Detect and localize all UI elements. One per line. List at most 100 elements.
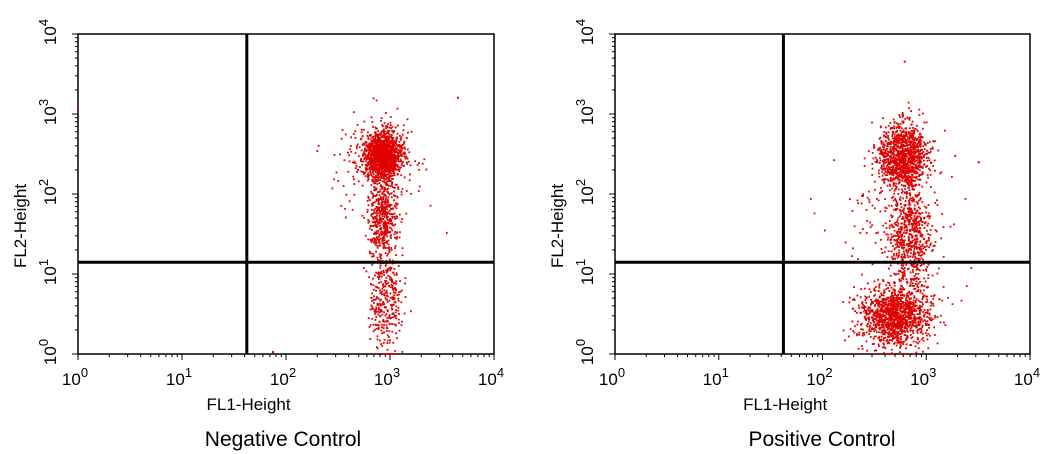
data-point: [897, 330, 900, 333]
data-point: [899, 313, 902, 316]
data-point: [373, 209, 376, 212]
data-point: [886, 148, 888, 150]
data-point: [366, 146, 369, 148]
data-point: [916, 165, 919, 168]
data-point: [892, 295, 895, 297]
data-point: [883, 146, 885, 149]
data-point: [929, 334, 931, 337]
data-point: [898, 164, 901, 167]
data-point: [394, 167, 397, 169]
data-point: [858, 331, 861, 334]
data-point: [882, 326, 885, 329]
data-point: [917, 290, 919, 293]
data-point: [374, 148, 377, 151]
data-point: [904, 152, 906, 155]
data-point: [910, 312, 912, 315]
data-point: [383, 189, 386, 191]
data-point: [372, 218, 375, 221]
data-point: [891, 334, 894, 337]
data-point: [919, 145, 922, 148]
data-point: [369, 156, 372, 159]
data-point: [888, 167, 891, 170]
data-point: [891, 172, 894, 175]
data-point: [375, 250, 377, 253]
data-point: [349, 148, 351, 151]
data-point: [365, 160, 367, 163]
data-point: [905, 326, 907, 329]
data-point: [914, 305, 916, 308]
data-point: [879, 312, 882, 315]
data-point: [398, 170, 400, 172]
data-point: [384, 281, 387, 284]
data-point: [892, 332, 894, 334]
data-point: [886, 305, 889, 308]
data-point: [887, 296, 889, 299]
data-point: [918, 108, 921, 111]
data-point: [905, 181, 908, 183]
data-point: [367, 131, 369, 134]
data-point: [932, 302, 934, 305]
data-point: [351, 208, 354, 211]
data-point: [887, 134, 889, 137]
data-point: [885, 309, 888, 312]
data-point: [377, 222, 379, 225]
data-point: [900, 294, 902, 297]
data-point: [904, 177, 907, 180]
data-point: [934, 334, 936, 336]
data-point: [391, 147, 394, 150]
data-point: [909, 306, 912, 308]
data-point: [910, 150, 912, 152]
data-point: [382, 167, 385, 170]
data-point: [392, 136, 395, 139]
data-point: [909, 334, 912, 336]
data-point: [866, 349, 868, 352]
data-point: [337, 180, 339, 182]
data-point: [395, 207, 398, 210]
data-point: [376, 133, 378, 136]
data-point: [388, 153, 390, 155]
data-point: [893, 154, 896, 156]
data-point: [380, 298, 382, 301]
data-point: [399, 231, 401, 234]
data-point: [368, 227, 371, 230]
data-point: [378, 219, 381, 221]
data-point: [388, 166, 390, 169]
data-point: [386, 130, 389, 132]
data-point: [378, 233, 381, 236]
data-point: [378, 209, 380, 212]
data-point: [388, 155, 391, 158]
data-point: [918, 309, 921, 312]
data-point: [895, 126, 898, 129]
data-point: [923, 309, 926, 311]
data-point: [379, 190, 381, 193]
data-point: [383, 331, 385, 334]
data-point: [378, 179, 381, 182]
data-point: [900, 288, 903, 291]
data-point: [901, 325, 904, 327]
data-point: [377, 236, 380, 239]
data-point: [77, 106, 79, 109]
data-point: [373, 138, 375, 140]
data-point: [378, 182, 381, 184]
data-point: [892, 118, 895, 121]
data-point: [377, 326, 380, 329]
data-point: [927, 151, 930, 154]
data-point: [896, 256, 899, 259]
data-point: [367, 238, 370, 241]
data-point: [905, 166, 908, 169]
data-point: [394, 164, 397, 167]
data-point: [368, 157, 371, 160]
data-point: [372, 149, 375, 151]
data-point: [904, 127, 907, 130]
data-point: [920, 173, 922, 176]
data-point: [880, 300, 882, 303]
data-point: [373, 182, 375, 185]
data-point: [899, 296, 902, 299]
data-point: [894, 318, 897, 320]
data-point: [921, 153, 923, 155]
data-point: [907, 159, 910, 162]
data-point: [883, 172, 885, 175]
data-point: [399, 153, 402, 156]
data-point: [373, 169, 376, 171]
data-point: [396, 337, 398, 339]
